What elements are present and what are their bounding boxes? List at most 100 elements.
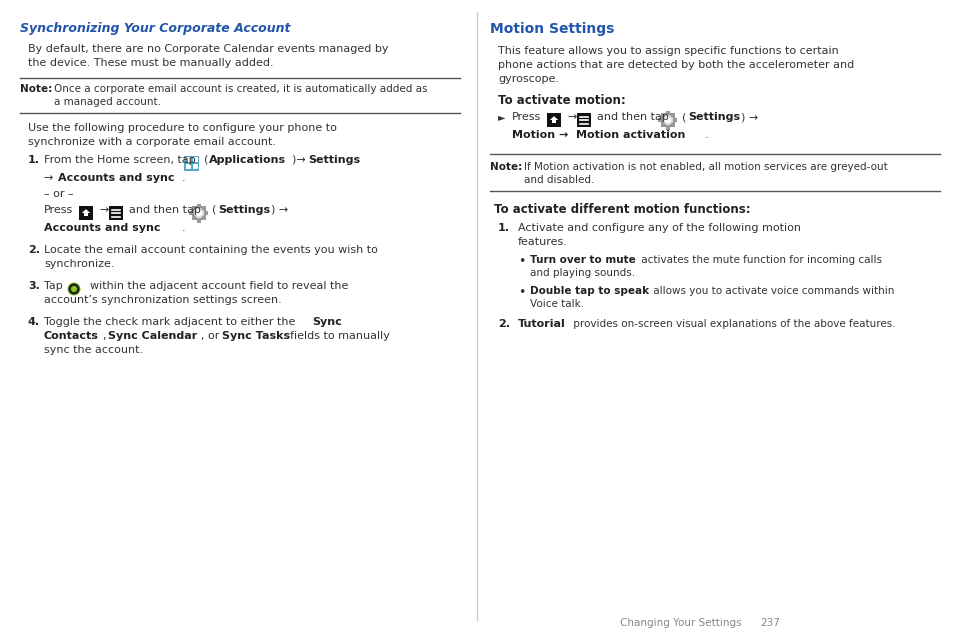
FancyBboxPatch shape — [202, 205, 206, 210]
Text: – or –: – or – — [44, 189, 73, 199]
FancyBboxPatch shape — [192, 216, 195, 220]
Text: Changing Your Settings: Changing Your Settings — [619, 618, 740, 628]
FancyBboxPatch shape — [202, 216, 206, 220]
Text: Accounts and sync: Accounts and sync — [44, 223, 160, 233]
Text: Voice talk.: Voice talk. — [530, 299, 583, 309]
Text: ) →: ) → — [740, 112, 758, 122]
Text: (: ( — [681, 112, 685, 122]
Text: a managed account.: a managed account. — [54, 97, 161, 107]
Polygon shape — [549, 116, 558, 120]
Text: 237: 237 — [760, 618, 779, 628]
FancyBboxPatch shape — [193, 163, 198, 169]
Text: Synchronizing Your Corporate Account: Synchronizing Your Corporate Account — [20, 22, 291, 35]
Circle shape — [195, 210, 202, 216]
Text: 2.: 2. — [497, 319, 510, 329]
FancyBboxPatch shape — [184, 155, 199, 170]
FancyBboxPatch shape — [185, 156, 191, 162]
Circle shape — [68, 282, 80, 296]
Text: the device. These must be manually added.: the device. These must be manually added… — [28, 58, 274, 68]
Text: 1.: 1. — [28, 155, 40, 165]
FancyBboxPatch shape — [84, 213, 88, 216]
Text: .: . — [182, 173, 186, 183]
Text: Note:: Note: — [20, 84, 52, 94]
Text: Sync Tasks: Sync Tasks — [222, 331, 290, 341]
FancyBboxPatch shape — [671, 123, 675, 127]
Text: .: . — [182, 223, 186, 233]
Circle shape — [193, 207, 205, 219]
Text: gyroscope.: gyroscope. — [497, 74, 558, 84]
Text: Press: Press — [44, 205, 73, 215]
Text: )→: )→ — [292, 155, 309, 165]
Text: within the adjacent account field to reveal the: within the adjacent account field to rev… — [90, 281, 348, 291]
Text: synchronize.: synchronize. — [44, 259, 114, 269]
Text: phone actions that are detected by both the accelerometer and: phone actions that are detected by both … — [497, 60, 853, 70]
Text: ) →: ) → — [271, 205, 288, 215]
Text: and then tap: and then tap — [129, 205, 201, 215]
Text: From the Home screen, tap: From the Home screen, tap — [44, 155, 195, 165]
Circle shape — [660, 113, 674, 127]
Circle shape — [664, 117, 671, 123]
Text: 4.: 4. — [28, 317, 40, 327]
FancyBboxPatch shape — [660, 113, 664, 116]
Text: activates the mute function for incoming calls: activates the mute function for incoming… — [638, 255, 882, 265]
FancyBboxPatch shape — [196, 219, 201, 223]
Text: •: • — [517, 286, 525, 299]
Text: allows you to activate voice commands within: allows you to activate voice commands wi… — [649, 286, 893, 296]
Text: and playing sounds.: and playing sounds. — [530, 268, 635, 278]
Text: Applications: Applications — [209, 155, 286, 165]
FancyBboxPatch shape — [577, 113, 590, 127]
Text: and disabled.: and disabled. — [523, 175, 594, 185]
Text: 1.: 1. — [497, 223, 510, 233]
Text: By default, there are no Corporate Calendar events managed by: By default, there are no Corporate Calen… — [28, 44, 388, 54]
Text: and then tap: and then tap — [597, 112, 668, 122]
FancyBboxPatch shape — [109, 206, 123, 220]
Text: Sync Calendar: Sync Calendar — [108, 331, 197, 341]
Text: fields to manually: fields to manually — [290, 331, 390, 341]
FancyBboxPatch shape — [665, 125, 669, 130]
Text: •: • — [517, 255, 525, 268]
Text: (: ( — [212, 205, 216, 215]
Text: Motion →: Motion → — [512, 130, 572, 140]
Text: Activate and configure any of the following motion: Activate and configure any of the follow… — [517, 223, 801, 233]
Text: Once a corporate email account is created, it is automatically added as: Once a corporate email account is create… — [54, 84, 427, 94]
Text: Accounts and sync: Accounts and sync — [58, 173, 174, 183]
Text: Use the following procedure to configure your phone to: Use the following procedure to configure… — [28, 123, 336, 133]
FancyBboxPatch shape — [185, 163, 191, 169]
FancyBboxPatch shape — [665, 111, 669, 114]
FancyBboxPatch shape — [196, 204, 201, 207]
FancyBboxPatch shape — [658, 118, 661, 122]
Text: Tutorial: Tutorial — [517, 319, 565, 329]
Polygon shape — [82, 209, 91, 213]
Text: →: → — [44, 173, 57, 183]
Text: Note:: Note: — [490, 162, 521, 172]
FancyBboxPatch shape — [660, 123, 664, 127]
FancyBboxPatch shape — [551, 120, 556, 123]
Text: To activate different motion functions:: To activate different motion functions: — [494, 203, 750, 216]
Text: features.: features. — [517, 237, 567, 247]
FancyBboxPatch shape — [204, 211, 209, 215]
Text: provides on-screen visual explanations of the above features.: provides on-screen visual explanations o… — [569, 319, 895, 329]
FancyBboxPatch shape — [546, 113, 560, 127]
Text: sync the account.: sync the account. — [44, 345, 143, 355]
Text: Motion activation: Motion activation — [576, 130, 684, 140]
FancyBboxPatch shape — [192, 205, 195, 210]
Text: Press: Press — [512, 112, 540, 122]
Text: , or: , or — [201, 331, 219, 341]
Text: ,: , — [102, 331, 106, 341]
Text: Double tap to speak: Double tap to speak — [530, 286, 648, 296]
Text: Contacts: Contacts — [44, 331, 99, 341]
Text: Motion Settings: Motion Settings — [490, 22, 614, 36]
Text: If Motion activation is not enabled, all motion services are greyed-out: If Motion activation is not enabled, all… — [523, 162, 887, 172]
FancyBboxPatch shape — [671, 113, 675, 116]
Text: This feature allows you to assign specific functions to certain: This feature allows you to assign specif… — [497, 46, 838, 56]
Text: Settings: Settings — [308, 155, 359, 165]
FancyBboxPatch shape — [193, 156, 198, 162]
Text: Settings: Settings — [687, 112, 740, 122]
Text: 2.: 2. — [28, 245, 40, 255]
Text: →: → — [566, 112, 576, 122]
Text: Settings: Settings — [218, 205, 270, 215]
Text: Sync: Sync — [312, 317, 341, 327]
Text: Locate the email account containing the events you wish to: Locate the email account containing the … — [44, 245, 377, 255]
Text: Toggle the check mark adjacent to either the: Toggle the check mark adjacent to either… — [44, 317, 295, 327]
Text: ►: ► — [497, 112, 505, 122]
